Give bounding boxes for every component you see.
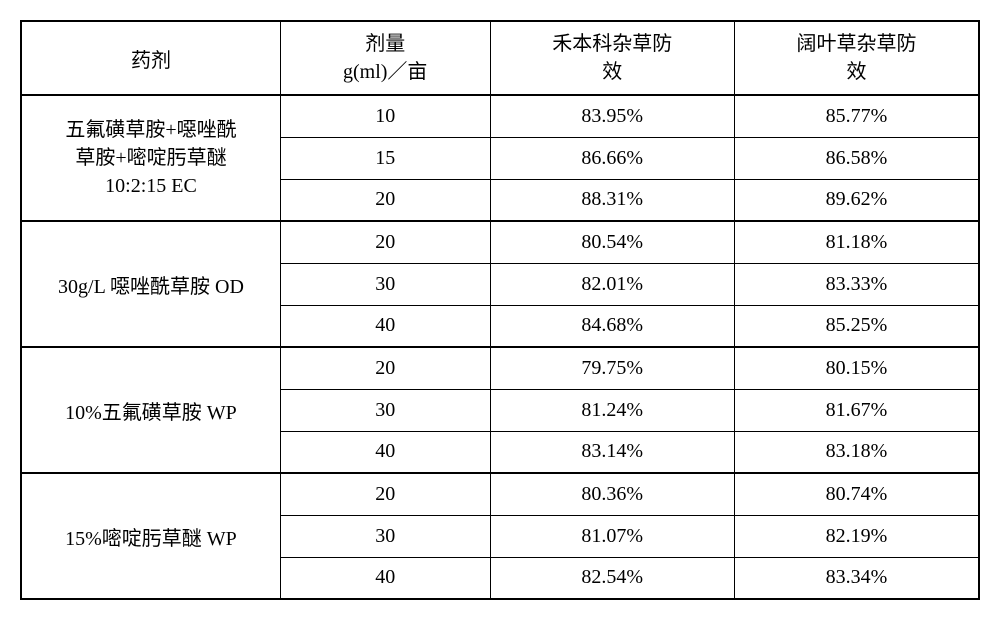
agent-line: 五氟磺草胺+噁唑酰 — [26, 116, 276, 144]
agent-cell: 15%嘧啶肟草醚 WP — [21, 473, 280, 599]
grass-eff-cell: 80.54% — [490, 221, 734, 263]
dose-cell: 10 — [280, 95, 490, 137]
table-header-row: 药剂 剂量 g(ml)／亩 禾本科杂草防 效 阔叶草杂草防 效 — [21, 21, 979, 95]
grass-eff-cell: 83.14% — [490, 431, 734, 473]
grass-eff-cell: 86.66% — [490, 137, 734, 179]
col-header-broadleaf-line2: 效 — [739, 58, 974, 86]
broadleaf-eff-cell: 89.62% — [734, 179, 979, 221]
col-header-grass: 禾本科杂草防 效 — [490, 21, 734, 95]
broadleaf-eff-cell: 85.25% — [734, 305, 979, 347]
agent-line: 草胺+嘧啶肟草醚 — [26, 144, 276, 172]
dose-cell: 30 — [280, 515, 490, 557]
grass-eff-cell: 81.24% — [490, 389, 734, 431]
broadleaf-eff-cell: 80.74% — [734, 473, 979, 515]
agent-line: 10:2:15 EC — [26, 172, 276, 200]
dose-cell: 20 — [280, 221, 490, 263]
table-row: 30g/L 噁唑酰草胺 OD 20 80.54% 81.18% — [21, 221, 979, 263]
table-row: 15%嘧啶肟草醚 WP 20 80.36% 80.74% — [21, 473, 979, 515]
efficacy-table-container: 药剂 剂量 g(ml)／亩 禾本科杂草防 效 阔叶草杂草防 效 五氟磺草 — [20, 20, 980, 600]
agent-cell: 10%五氟磺草胺 WP — [21, 347, 280, 473]
grass-eff-cell: 88.31% — [490, 179, 734, 221]
broadleaf-eff-cell: 81.18% — [734, 221, 979, 263]
table-row: 五氟磺草胺+噁唑酰 草胺+嘧啶肟草醚 10:2:15 EC 10 83.95% … — [21, 95, 979, 137]
col-header-broadleaf-line1: 阔叶草杂草防 — [739, 30, 974, 58]
efficacy-table: 药剂 剂量 g(ml)／亩 禾本科杂草防 效 阔叶草杂草防 效 五氟磺草 — [20, 20, 980, 600]
broadleaf-eff-cell: 82.19% — [734, 515, 979, 557]
broadleaf-eff-cell: 80.15% — [734, 347, 979, 389]
broadleaf-eff-cell: 83.18% — [734, 431, 979, 473]
broadleaf-eff-cell: 81.67% — [734, 389, 979, 431]
grass-eff-cell: 80.36% — [490, 473, 734, 515]
broadleaf-eff-cell: 83.33% — [734, 263, 979, 305]
col-header-agent: 药剂 — [21, 21, 280, 95]
dose-cell: 15 — [280, 137, 490, 179]
dose-cell: 30 — [280, 389, 490, 431]
grass-eff-cell: 82.01% — [490, 263, 734, 305]
grass-eff-cell: 81.07% — [490, 515, 734, 557]
grass-eff-cell: 83.95% — [490, 95, 734, 137]
grass-eff-cell: 79.75% — [490, 347, 734, 389]
grass-eff-cell: 82.54% — [490, 557, 734, 599]
col-header-grass-line1: 禾本科杂草防 — [495, 30, 730, 58]
broadleaf-eff-cell: 86.58% — [734, 137, 979, 179]
broadleaf-eff-cell: 83.34% — [734, 557, 979, 599]
dose-cell: 40 — [280, 431, 490, 473]
col-header-dose-line2: g(ml)／亩 — [285, 58, 486, 86]
table-row: 10%五氟磺草胺 WP 20 79.75% 80.15% — [21, 347, 979, 389]
col-header-grass-line2: 效 — [495, 58, 730, 86]
dose-cell: 40 — [280, 557, 490, 599]
broadleaf-eff-cell: 85.77% — [734, 95, 979, 137]
dose-cell: 30 — [280, 263, 490, 305]
agent-cell: 30g/L 噁唑酰草胺 OD — [21, 221, 280, 347]
dose-cell: 20 — [280, 179, 490, 221]
col-header-broadleaf: 阔叶草杂草防 效 — [734, 21, 979, 95]
dose-cell: 40 — [280, 305, 490, 347]
agent-cell: 五氟磺草胺+噁唑酰 草胺+嘧啶肟草醚 10:2:15 EC — [21, 95, 280, 221]
dose-cell: 20 — [280, 473, 490, 515]
grass-eff-cell: 84.68% — [490, 305, 734, 347]
dose-cell: 20 — [280, 347, 490, 389]
col-header-dose: 剂量 g(ml)／亩 — [280, 21, 490, 95]
col-header-dose-line1: 剂量 — [285, 30, 486, 58]
